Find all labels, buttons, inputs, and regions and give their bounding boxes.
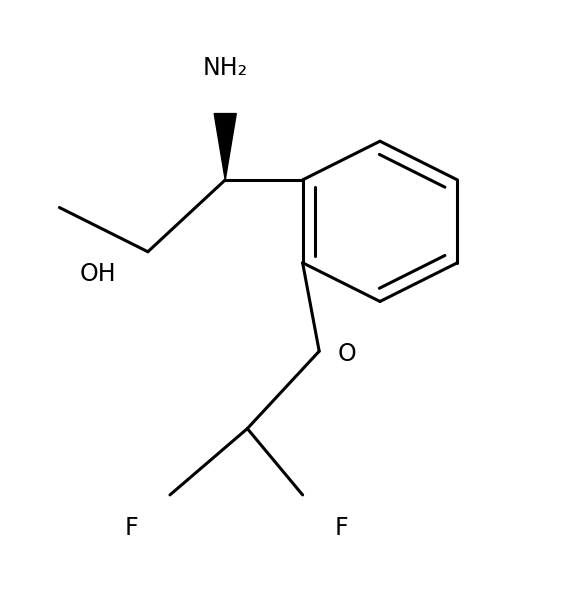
Text: NH₂: NH₂ [203,56,248,80]
Text: F: F [125,516,138,540]
Text: O: O [338,342,356,366]
Text: F: F [334,516,348,540]
Polygon shape [214,114,236,180]
Text: OH: OH [80,262,117,286]
